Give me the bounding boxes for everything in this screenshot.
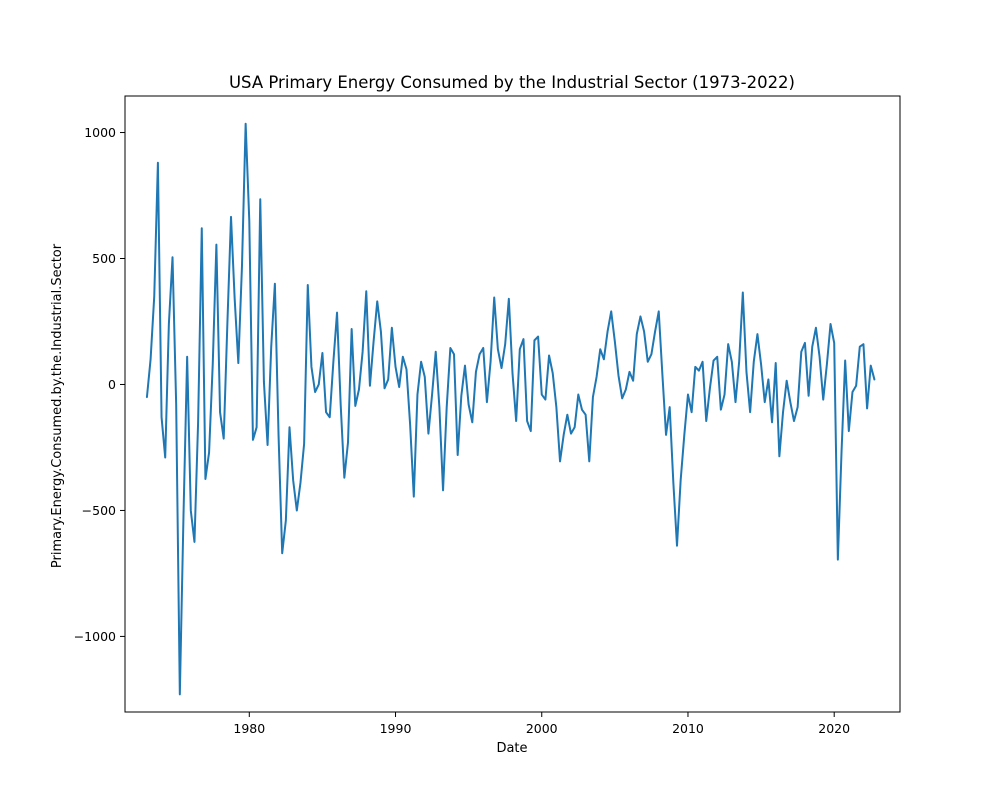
y-axis-label: Primary.Energy.Consumed.by.the.Industria… (50, 243, 65, 568)
x-tick-label: 1990 (380, 721, 412, 736)
series-line (145, 122, 876, 696)
x-axis-label: Date (496, 741, 527, 756)
x-axis: 1980 1990 2000 2010 2020 (233, 712, 850, 736)
x-tick-label: 2000 (526, 721, 558, 736)
y-tick-label: 500 (92, 251, 116, 266)
x-tick-label: 2010 (672, 721, 704, 736)
y-axis: −1000 −500 0 500 1000 (74, 125, 125, 644)
y-tick-label: 1000 (84, 125, 116, 140)
y-tick-label: −1000 (74, 629, 116, 644)
x-tick-label: 2020 (818, 721, 850, 736)
chart-title: USA Primary Energy Consumed by the Indus… (229, 73, 795, 92)
y-tick-label: 0 (108, 377, 116, 392)
y-tick-label: −500 (82, 503, 116, 518)
axes-frame (124, 95, 901, 713)
x-tick-label: 1980 (233, 721, 265, 736)
plot-area (145, 122, 876, 696)
